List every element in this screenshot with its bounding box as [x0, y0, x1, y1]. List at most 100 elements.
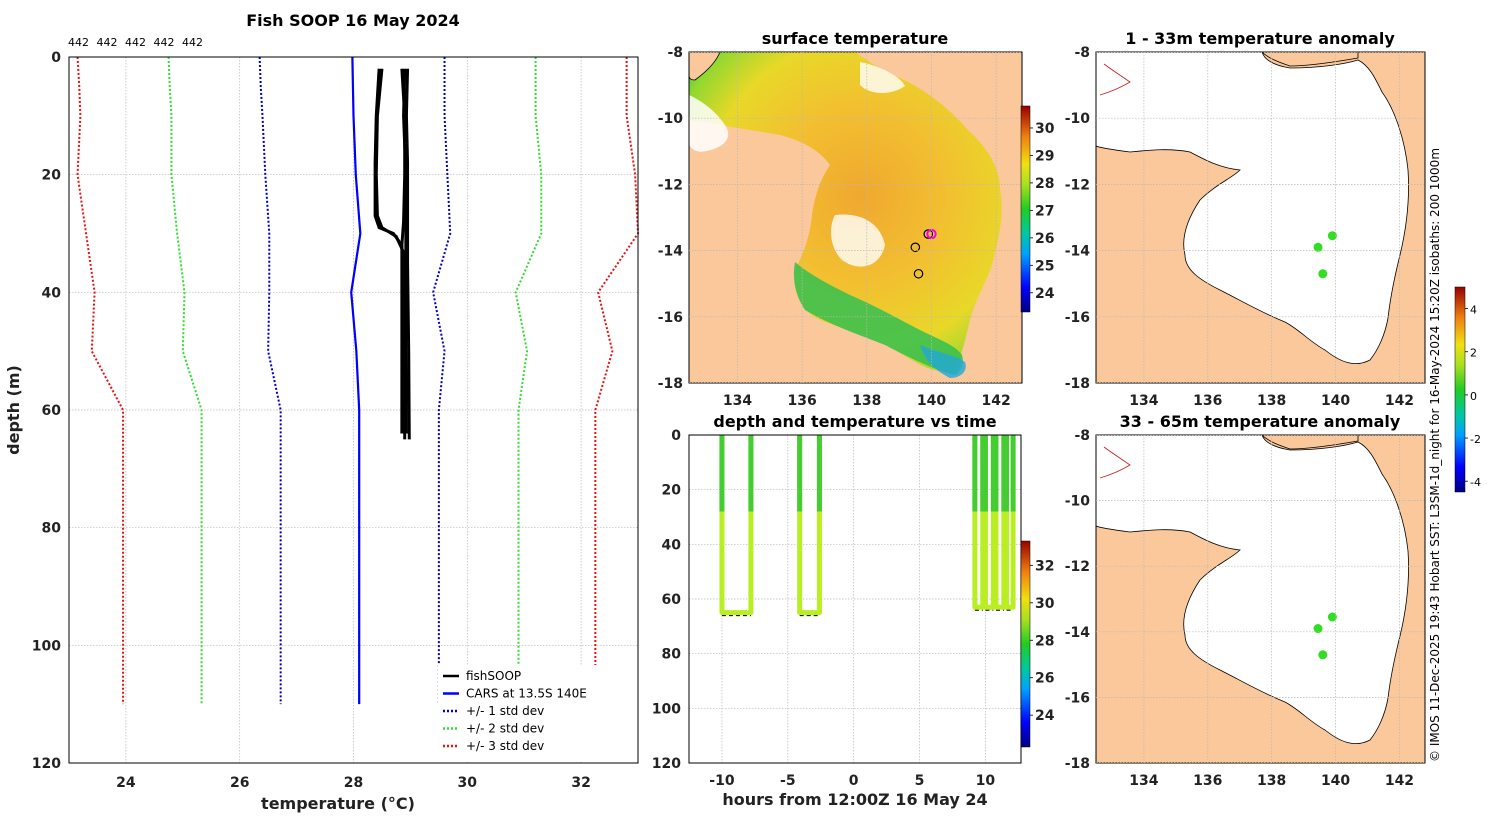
- anomaly-point: [1313, 242, 1323, 252]
- ts-y-tick: 40: [662, 537, 682, 553]
- anom-lower-points: [1313, 612, 1337, 660]
- anom-upper-title: 1 - 33m temperature anomaly: [1125, 29, 1395, 48]
- cars-profile-line: [350, 56, 362, 705]
- sst-x-tick: 136: [788, 393, 817, 409]
- sst-clouds-north: [860, 62, 905, 94]
- anom-lower-y-ticks: -8 -10 -12 -14 -16 -18: [1065, 428, 1091, 772]
- ts-cast-trace: [982, 435, 996, 610]
- a1-y-tick: -12: [1065, 177, 1090, 193]
- profile-count-label: 442: [125, 36, 146, 49]
- ts-y-tick: 100: [652, 701, 681, 717]
- std-dev-upper-line: [432, 57, 452, 705]
- timeseries-colorbar-ticks: 24 26 28 30 32: [1030, 558, 1055, 724]
- sst-x-tick: 134: [723, 393, 752, 409]
- anom-upper-points: [1313, 231, 1337, 279]
- a1-x-tick: 136: [1193, 393, 1222, 409]
- std-dev-upper-line: [514, 57, 543, 705]
- std-dev-lower-line: [76, 56, 125, 705]
- sst-colorbar-ticks: 24 25 26 27 28 29 30: [1030, 121, 1055, 302]
- profile-count-labels: 442 442 442 442 442: [68, 36, 203, 49]
- legend-label: +/- 2 std dev: [466, 722, 544, 736]
- legend-label: +/- 3 std dev: [466, 739, 544, 753]
- a1-y-tick: -10: [1065, 111, 1091, 127]
- ts-y-tick: 80: [662, 647, 682, 663]
- profile-y-ticks: 0 20 40 60 80 100 120: [32, 50, 61, 772]
- anom-upper-isobath: [1099, 63, 1131, 96]
- sst-colorbar-tick: 26: [1035, 231, 1054, 247]
- timeseries-grid: [689, 434, 1021, 764]
- a1-y-tick: -16: [1065, 310, 1090, 326]
- anom-upper-sea: [1096, 52, 1409, 364]
- profile-x-tick: 32: [571, 775, 590, 791]
- sst-x-tick: 138: [852, 393, 881, 409]
- anom-lower-map: [1096, 435, 1425, 763]
- a2-y-tick: -18: [1065, 756, 1090, 772]
- a2-x-tick: 136: [1193, 773, 1222, 789]
- sst-colorbar-tick: 24: [1035, 286, 1055, 302]
- sst-colorbar-tick: 28: [1035, 176, 1054, 192]
- a1-x-tick: 134: [1129, 393, 1158, 409]
- fishsoop-trace: [373, 68, 406, 434]
- profile-x-ticks: 24 26 28 30 32: [116, 775, 591, 791]
- legend-label: CARS at 13.5S 140E: [466, 687, 587, 701]
- profile-series: [76, 56, 640, 705]
- profile-count-label: 442: [182, 36, 203, 49]
- profile-legend: fishSOOP CARS at 13.5S 140E +/- 1 std dev +…: [438, 665, 636, 761]
- profile-axes-frame: [68, 56, 639, 764]
- timeseries-x-label: hours from 12:00Z 16 May 24: [722, 790, 987, 809]
- a2-y-tick: -14: [1065, 625, 1091, 641]
- std-dev-lower-line: [258, 56, 282, 705]
- sst-colorbar: [1020, 105, 1031, 313]
- a1-y-tick: -14: [1065, 244, 1091, 260]
- anom-upper-frame: [1095, 51, 1426, 384]
- anomaly-point: [1318, 650, 1328, 660]
- profile-x-tick: 28: [344, 775, 363, 791]
- a1-gridlines: [1096, 52, 1425, 383]
- fishsoop-trace: [404, 68, 411, 440]
- anom-lower-cape-york: [1261, 435, 1359, 450]
- profile-x-tick: 26: [230, 775, 249, 791]
- profile-count-label: 442: [97, 36, 118, 49]
- timeseries-colorbar: [1020, 540, 1031, 748]
- ts-cast-trace: [797, 435, 822, 616]
- profile-x-label: temperature (°C): [261, 794, 415, 813]
- ts-y-tick: 60: [662, 592, 682, 608]
- profile-y-tick: 20: [42, 168, 62, 184]
- ts-x-tick: -5: [780, 773, 796, 789]
- a1-x-tick: 140: [1321, 393, 1350, 409]
- profile-y-tick: 40: [42, 285, 62, 301]
- sst-y-tick: -8: [667, 45, 683, 61]
- sst-y-tick: -14: [658, 244, 684, 260]
- ts-cast-trace: [972, 435, 986, 610]
- anom-upper-map: [1096, 52, 1425, 383]
- sst-y-tick: -18: [658, 376, 683, 392]
- anom-lower-title: 33 - 65m temperature anomaly: [1120, 412, 1401, 431]
- profile-y-tick: 0: [51, 50, 61, 66]
- legend-label: fishSOOP: [466, 669, 521, 683]
- sst-x-tick: 142: [982, 393, 1011, 409]
- legend-label: +/- 1 std dev: [466, 704, 544, 718]
- sst-gridlines: [689, 52, 1022, 383]
- anomaly-point: [1327, 231, 1337, 241]
- ts-x-tick: 5: [915, 773, 925, 789]
- anom-upper-y-ticks: -8 -10 -12 -14 -16 -18: [1065, 45, 1091, 392]
- anomaly-colorbar-tick: 4: [1470, 304, 1477, 317]
- anomaly-point: [1318, 269, 1328, 279]
- ts-colorbar-tick: 30: [1035, 596, 1055, 612]
- sst-y-tick: -10: [658, 111, 684, 127]
- anom-upper-x-ticks: 134 136 138 140 142: [1129, 393, 1414, 409]
- sst-station-marker: [923, 229, 934, 239]
- anom-lower-sea: [1096, 435, 1409, 744]
- sst-station-marker: [910, 242, 921, 253]
- side-caption: © IMOS 11-Dec-2025 19:43 Hobart SST: L3S…: [1428, 148, 1442, 762]
- sst-y-ticks: -8 -10 -12 -14 -16 -18: [658, 45, 684, 392]
- a2-x-tick: 138: [1257, 773, 1286, 789]
- ts-colorbar-tick: 26: [1035, 671, 1054, 687]
- timeseries-casts: [719, 435, 1016, 617]
- fishsoop-trace: [402, 68, 408, 434]
- ts-x-tick: -10: [709, 773, 735, 789]
- a2-y-tick: -8: [1074, 428, 1090, 444]
- ts-cast-trace: [1004, 435, 1016, 610]
- a2-gridlines: [1096, 435, 1425, 763]
- ts-y-tick: 0: [671, 428, 681, 444]
